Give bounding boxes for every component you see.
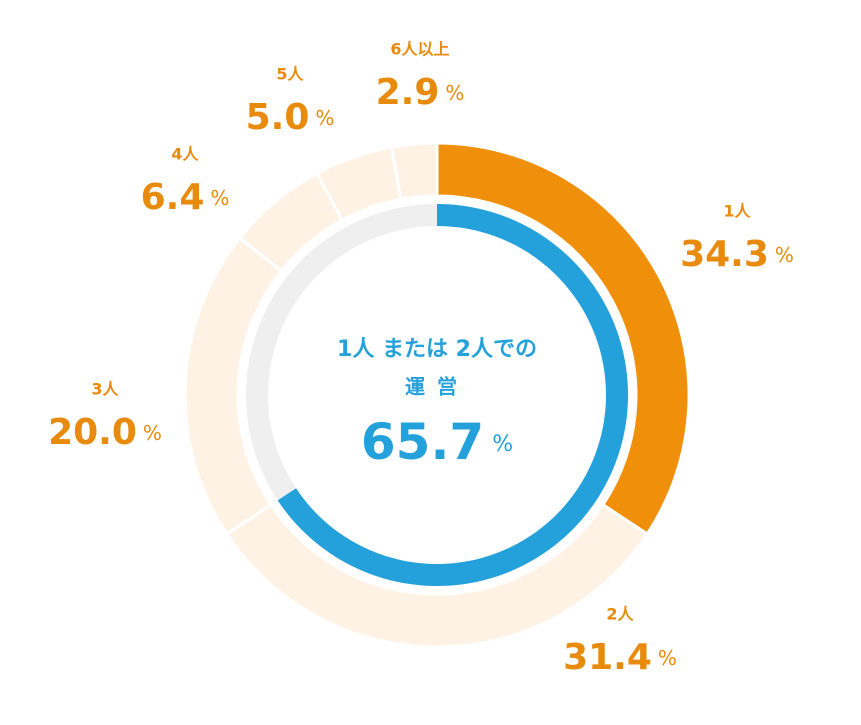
category-label: 4人: [171, 145, 199, 164]
center-number: 65.7: [361, 413, 484, 471]
value-label: 34.3%: [680, 234, 794, 275]
category-label: 1人: [723, 202, 751, 221]
segment: [435, 141, 691, 537]
category-label: 3人: [91, 380, 119, 399]
center-value: 65.7%: [361, 413, 513, 471]
segment: [389, 141, 439, 202]
value-label: 6.4%: [141, 177, 230, 218]
center-line: 1人 または 2人での: [337, 337, 537, 362]
category-label: 2人: [606, 605, 634, 624]
value-unit: %: [210, 186, 229, 210]
value-number: 34.3: [680, 234, 769, 275]
value-unit: %: [658, 646, 677, 670]
value-unit: %: [775, 243, 794, 267]
center-line: 運営: [405, 375, 469, 399]
category-label: 6人以上: [390, 40, 449, 59]
value-label: 2.9%: [376, 72, 465, 113]
value-number: 31.4: [563, 637, 652, 678]
value-label: 31.4%: [563, 637, 677, 678]
value-unit: %: [143, 421, 162, 445]
value-number: 5.0: [246, 97, 310, 138]
value-label: 5.0%: [246, 97, 335, 138]
value-number: 6.4: [141, 177, 205, 218]
value-number: 20.0: [48, 412, 137, 453]
value-number: 2.9: [376, 72, 440, 113]
center-unit: %: [492, 432, 513, 457]
value-unit: %: [445, 81, 464, 105]
value-unit: %: [315, 106, 334, 130]
value-label: 20.0%: [48, 412, 162, 453]
category-label: 5人: [276, 65, 304, 84]
